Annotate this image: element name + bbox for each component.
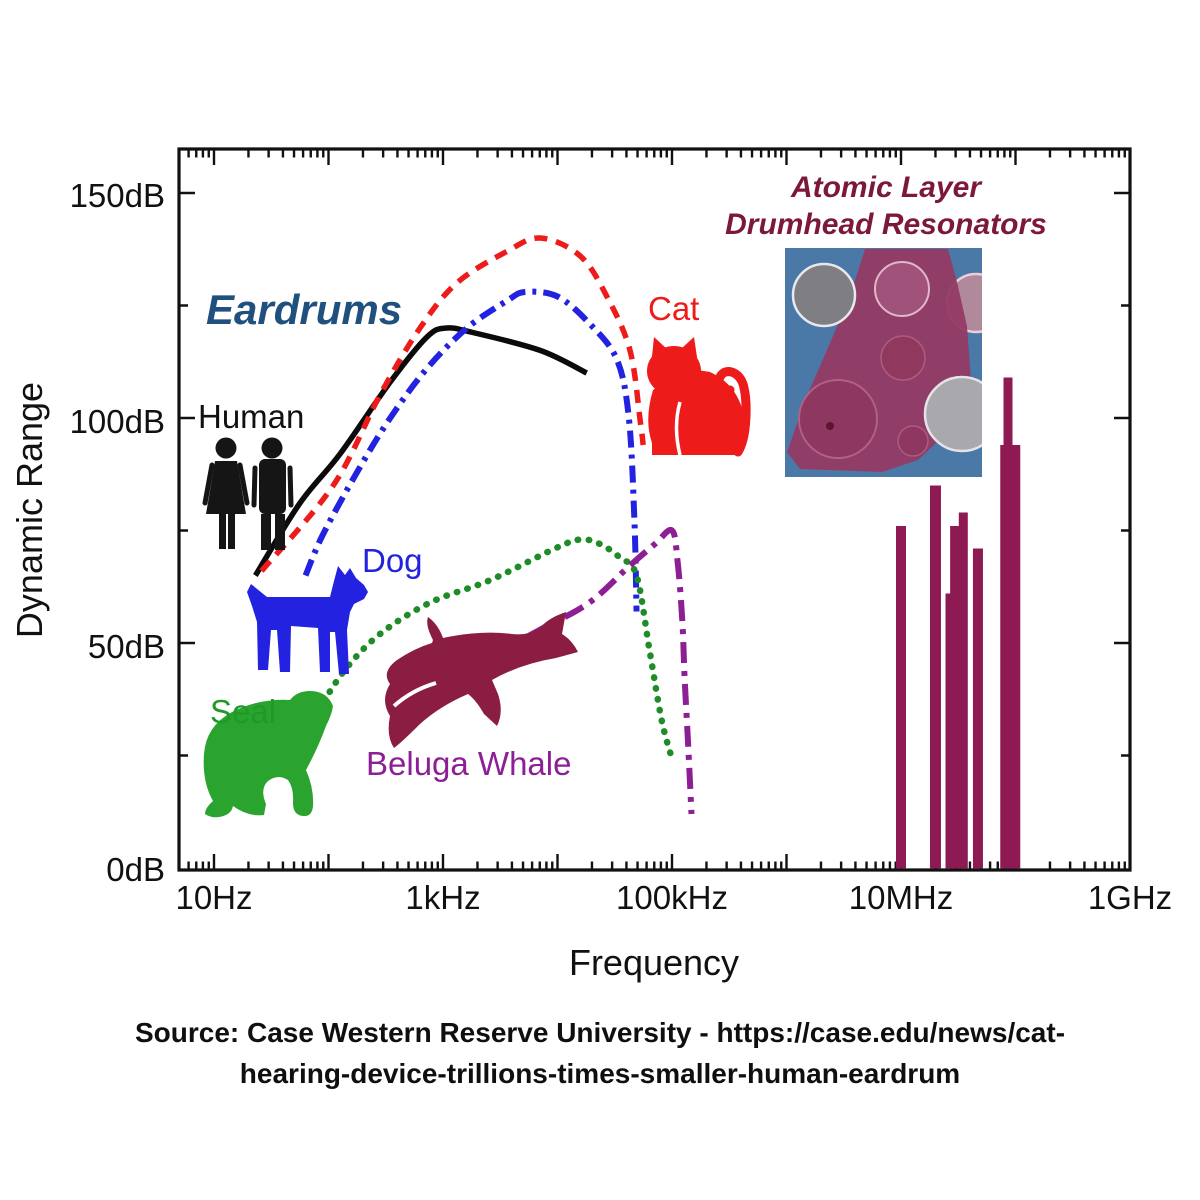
woman-arm-icon <box>237 462 250 506</box>
inset-circle <box>897 425 929 457</box>
x-tick-10hz: 10Hz <box>175 879 252 916</box>
curve-human <box>253 325 588 577</box>
eardrums-label: Eardrums <box>206 286 402 333</box>
man-torso-icon <box>259 459 286 514</box>
woman-arm-icon <box>202 462 215 506</box>
x-axis-label: Frequency <box>569 942 739 983</box>
woman-leg-icon <box>219 514 226 549</box>
plot-spines <box>177 147 1132 872</box>
tick-marks <box>179 149 1130 870</box>
y-axis-label: Dynamic Range <box>9 382 50 638</box>
inset-circle <box>798 379 878 459</box>
man-leg-icon <box>261 514 271 550</box>
human-silhouette <box>202 437 294 550</box>
curve-cat <box>259 235 646 573</box>
inset-circle <box>880 335 926 381</box>
y-tick-100db: 100dB <box>70 403 165 440</box>
seal-label: Seal <box>210 693 276 730</box>
resonator-bar <box>972 548 983 869</box>
cat-silhouette-icon <box>647 337 751 457</box>
resonator-bar <box>1003 377 1013 869</box>
inset-circle <box>791 262 857 328</box>
axis-ticks <box>179 149 1130 870</box>
inset-dot <box>826 422 834 430</box>
source-attribution: Source: Case Western Reserve University … <box>0 1012 1200 1094</box>
beluga-label: Beluga Whale <box>366 745 571 782</box>
man-arm-icon <box>251 465 258 508</box>
resonators-title-line2: Drumhead Resonators <box>725 208 1047 241</box>
figure-chart: 150dB 100dB 50dB 0dB 10Hz 1kHz 100kHz 10… <box>9 147 1172 983</box>
resonator-bar <box>929 485 941 869</box>
dog-silhouette-icon <box>247 566 368 674</box>
cat-label: Cat <box>648 290 699 327</box>
y-tick-150db: 150dB <box>70 177 165 214</box>
inset-circle <box>874 261 930 317</box>
x-tick-1ghz: 1GHz <box>1088 879 1172 916</box>
curve-seal <box>314 536 675 759</box>
inset-circle <box>923 375 982 453</box>
resonator-bars <box>896 377 1021 869</box>
curve-beluga-whale <box>489 527 695 815</box>
dog-label: Dog <box>362 542 423 579</box>
resonator-bar <box>945 593 952 869</box>
resonator-bar <box>896 526 906 869</box>
y-tick-0db: 0dB <box>106 851 165 888</box>
human-label: Human <box>198 398 304 435</box>
source-line-2: hearing-device-trillions-times-smaller-h… <box>239 1058 961 1089</box>
x-tick-100khz: 100kHz <box>616 879 728 916</box>
beluga-whale-silhouette-icon <box>385 612 578 748</box>
x-tick-1khz: 1kHz <box>405 879 480 916</box>
x-tick-10mhz: 10MHz <box>849 879 954 916</box>
woman-head-icon <box>215 437 237 459</box>
resonators-title-line1: Atomic Layer <box>790 171 983 204</box>
woman-leg-icon <box>228 514 235 549</box>
eardrum-curves <box>253 235 695 815</box>
man-head-icon <box>261 437 283 459</box>
resonator-bar <box>950 526 962 869</box>
source-line-1: Source: Case Western Reserve University … <box>134 1017 1066 1048</box>
resonator-bar <box>958 512 968 869</box>
y-tick-50db: 50dB <box>88 628 165 665</box>
man-leg-icon <box>275 514 285 550</box>
woman-dress-icon <box>206 461 246 514</box>
whale-mouth-line <box>392 681 437 708</box>
seal-silhouette-icon <box>203 691 333 818</box>
curve-dog <box>302 288 640 612</box>
resonator-sem-inset <box>785 248 982 477</box>
man-arm-icon <box>287 465 294 508</box>
